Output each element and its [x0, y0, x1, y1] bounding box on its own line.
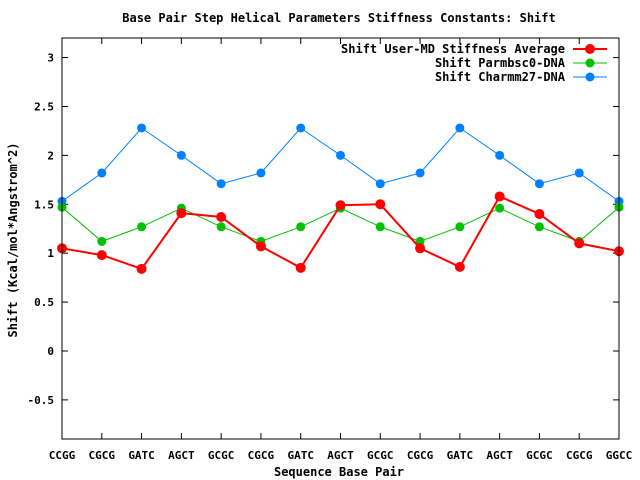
- y-tick-label: 2: [47, 149, 54, 162]
- x-tick-label: GATC: [128, 449, 155, 462]
- series-3: [57, 123, 624, 206]
- data-point: [375, 179, 385, 189]
- x-tick-label: GATC: [287, 449, 314, 462]
- y-tick-label: 1: [47, 247, 54, 260]
- data-point: [495, 203, 505, 213]
- y-tick-label: 0: [47, 345, 54, 358]
- data-point: [216, 179, 226, 189]
- data-point: [296, 222, 306, 232]
- data-point: [256, 168, 266, 178]
- data-point: [534, 179, 544, 189]
- x-axis-label: Sequence Base Pair: [274, 465, 404, 479]
- x-tick-label: AGCT: [327, 449, 354, 462]
- x-tick-label: CGCG: [407, 449, 434, 462]
- legend-label: Shift User-MD Stiffness Average: [341, 42, 565, 56]
- plot-frame: [61, 37, 620, 440]
- x-tick-label: CGCG: [89, 449, 116, 462]
- plot-series: [57, 123, 624, 274]
- data-point: [534, 209, 545, 220]
- data-point: [495, 150, 505, 160]
- x-axis: CCGG CGCG GATC AGCT GCGC CGCG GATC AGCT GCGC CGCG…: [49, 38, 633, 462]
- data-point: [534, 222, 544, 232]
- data-point: [96, 250, 107, 261]
- data-point: [455, 123, 465, 133]
- data-point: [336, 150, 345, 160]
- y-tick-label: 2.5: [34, 100, 54, 113]
- data-point: [375, 199, 386, 210]
- data-point: [454, 261, 465, 272]
- series-line: [61, 127, 620, 202]
- data-point: [97, 236, 107, 246]
- y-tick-label: -0.5: [28, 394, 55, 407]
- y-tick-label: 0.5: [34, 296, 54, 309]
- series-1: [57, 191, 624, 274]
- data-point: [136, 263, 147, 274]
- data-point: [455, 222, 465, 232]
- x-tick-label: GGCC: [606, 449, 633, 462]
- chart-title: Base Pair Step Helical Parameters Stiffn…: [122, 11, 555, 25]
- data-point: [216, 222, 226, 232]
- x-tick-label: GCGC: [367, 449, 394, 462]
- x-tick-label: CCGG: [49, 449, 76, 462]
- x-tick-label: AGCT: [486, 449, 513, 462]
- y-axis: -0.5 0 0.5 1 1.5 2 2.5 3: [28, 52, 619, 407]
- data-point: [494, 191, 505, 202]
- data-point: [137, 123, 147, 133]
- x-tick-label: GATC: [447, 449, 474, 462]
- data-point: [415, 243, 426, 254]
- data-point: [176, 150, 186, 160]
- data-point: [255, 241, 266, 252]
- legend-label: Shift Parmbsc0-DNA: [435, 56, 566, 70]
- data-point: [137, 222, 147, 232]
- y-axis-label: Shift (Kcal/mol*Angstrom^2): [6, 142, 20, 337]
- data-point: [176, 208, 187, 219]
- data-point: [415, 236, 425, 246]
- y-tick-label: 1.5: [34, 198, 54, 211]
- x-tick-label: GCGC: [526, 449, 553, 462]
- legend-swatch-marker: [585, 44, 595, 54]
- data-point: [216, 211, 227, 222]
- y-tick-label: 3: [47, 52, 54, 65]
- data-point: [574, 168, 584, 178]
- legend-swatch-marker: [585, 72, 595, 82]
- legend-label: Shift Charmm27-DNA: [435, 70, 566, 84]
- data-point: [296, 123, 306, 133]
- data-point: [97, 168, 107, 178]
- x-tick-label: CGCG: [566, 449, 593, 462]
- data-point: [295, 262, 306, 273]
- x-tick-label: AGCT: [168, 449, 195, 462]
- data-point: [415, 168, 425, 178]
- data-point: [375, 222, 385, 232]
- x-tick-label: CGCG: [248, 449, 275, 462]
- legend-swatch-marker: [585, 58, 595, 68]
- data-point: [335, 200, 346, 211]
- x-tick-label: GCGC: [208, 449, 235, 462]
- data-point: [574, 238, 585, 249]
